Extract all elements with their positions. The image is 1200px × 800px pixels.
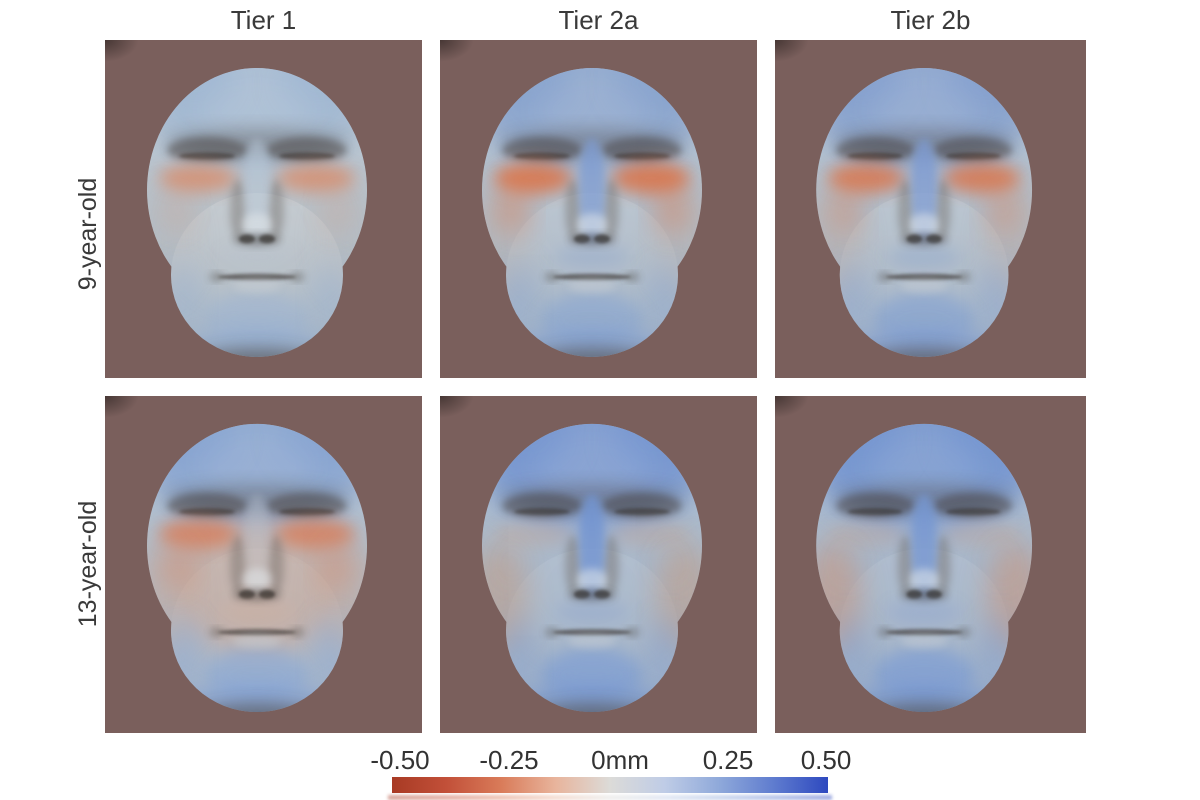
- colorbar-tick-label: 0.50: [800, 745, 852, 775]
- colorbar-tick-label: 0mm: [591, 745, 649, 775]
- face-panel-13-year-old-tier-2a: [440, 396, 757, 733]
- face-panel-13-year-old-tier-1: [105, 396, 422, 733]
- row-label-13-year-old: 13-year-old: [74, 500, 102, 628]
- face-render: [482, 423, 702, 713]
- colorbar-tick-label: -0.50: [370, 745, 430, 775]
- column-title-tier1: Tier 1: [230, 5, 297, 35]
- colorbar-tick-label: 0.25: [702, 745, 754, 775]
- face-panel-9-year-old-tier-1: [105, 40, 422, 378]
- face-panel-13-year-old-tier-2b: [775, 396, 1086, 733]
- face-panel-9-year-old-tier-2a: [440, 40, 757, 378]
- column-title-tier2a: Tier 2a: [558, 5, 639, 35]
- face-render: [482, 68, 702, 357]
- face-render: [816, 423, 1033, 713]
- column-title-tier2b: Tier 2b: [890, 5, 971, 35]
- colorbar-ghost-strip: [388, 795, 832, 800]
- face-render: [816, 68, 1033, 357]
- face-render: [147, 423, 367, 713]
- face-render: [147, 68, 367, 357]
- row-label-9-year-old: 9-year-old: [74, 177, 102, 291]
- colorbar-tick-label: -0.25: [479, 745, 539, 775]
- colorbar-gradient: [392, 777, 828, 793]
- face-panel-9-year-old-tier-2b: [775, 40, 1086, 378]
